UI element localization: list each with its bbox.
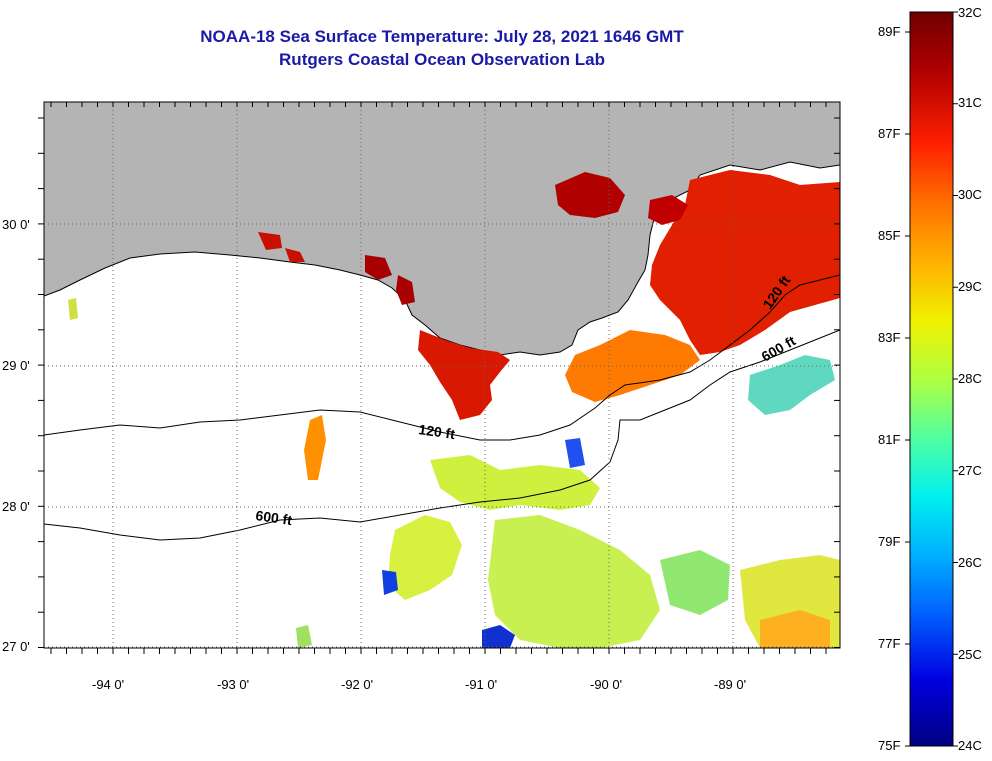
colorbar-label-89f: 89F — [878, 24, 900, 39]
lon-label-91: -91 0' — [465, 677, 497, 692]
sst-patch-orange-west — [304, 415, 326, 480]
lon-label-94: -94 0' — [92, 677, 124, 692]
isobath-120ft — [44, 274, 840, 441]
map-border — [43, 101, 841, 649]
colorbar-ticks — [905, 11, 958, 747]
sst-patch-green-mid — [660, 550, 730, 615]
map-subtitle: Rutgers Coastal Ocean Observation Lab — [279, 50, 605, 69]
sst-patch-cyan-east — [748, 355, 835, 415]
isobath-600ft — [44, 329, 840, 541]
colorbar-label-81f: 81F — [878, 432, 900, 447]
lon-label-92: -92 0' — [341, 677, 373, 692]
sst-patch-darkred-west — [365, 255, 415, 305]
graticule — [44, 102, 840, 648]
colorbar-label-29c: 29C — [958, 279, 982, 294]
sst-patch-darkred-east-coast — [648, 195, 688, 225]
colorbar-label-24c: 24C — [958, 738, 982, 753]
colorbar — [909, 11, 954, 747]
sst-patch-red-atchafalaya — [418, 330, 510, 420]
axis-ticks — [38, 102, 840, 654]
colorbar-label-83f: 83F — [878, 330, 900, 345]
colorbar-label-27c: 27C — [958, 463, 982, 478]
colorbar-label-75f: 75F — [878, 738, 900, 753]
lon-label-93: -93 0' — [217, 677, 249, 692]
colorbar-label-77f: 77F — [878, 636, 900, 651]
map-title: NOAA-18 Sea Surface Temperature: July 28… — [200, 27, 684, 46]
sst-patch-yellow-center — [430, 455, 600, 510]
land-mass — [44, 102, 840, 355]
lat-label-27: 27 0' — [2, 639, 30, 654]
sst-patch-red-vermilion — [258, 232, 305, 262]
sst-patch-yellow-sw — [388, 515, 462, 600]
lat-label-30: 30 0' — [2, 217, 30, 232]
sst-patch-blue-west — [382, 570, 398, 595]
colorbar-label-79f: 79F — [878, 534, 900, 549]
sst-patch-green-west — [296, 625, 312, 648]
colorbar-label-26c: 26C — [958, 555, 982, 570]
sst-patch-red-delta-east — [650, 170, 840, 355]
sst-patch-blue-south — [482, 625, 515, 648]
lon-label-89: -89 0' — [714, 677, 746, 692]
sst-patch-yellow-west-small — [68, 298, 78, 320]
colorbar-label-87f: 87F — [878, 126, 900, 141]
sst-patch-orange-se — [760, 610, 830, 648]
colorbar-label-85f: 85F — [878, 228, 900, 243]
sst-patch-blue-mid — [565, 438, 585, 468]
sst-patch-yellow-south — [488, 515, 660, 648]
lat-label-28: 28 0' — [2, 499, 30, 514]
colorbar-label-28c: 28C — [958, 371, 982, 386]
colorbar-label-25c: 25C — [958, 647, 982, 662]
lat-label-29: 29 0' — [2, 358, 30, 373]
sst-patch-darkred-bays — [555, 172, 625, 218]
colorbar-label-30c: 30C — [958, 187, 982, 202]
colorbar-label-32c: 32C — [958, 5, 982, 20]
contour-label-600ft-west: 600 ft — [255, 507, 294, 528]
contour-label-120ft-west: 120 ft — [418, 421, 457, 442]
colorbar-label-31c: 31C — [958, 95, 982, 110]
lon-label-90: -90 0' — [590, 677, 622, 692]
